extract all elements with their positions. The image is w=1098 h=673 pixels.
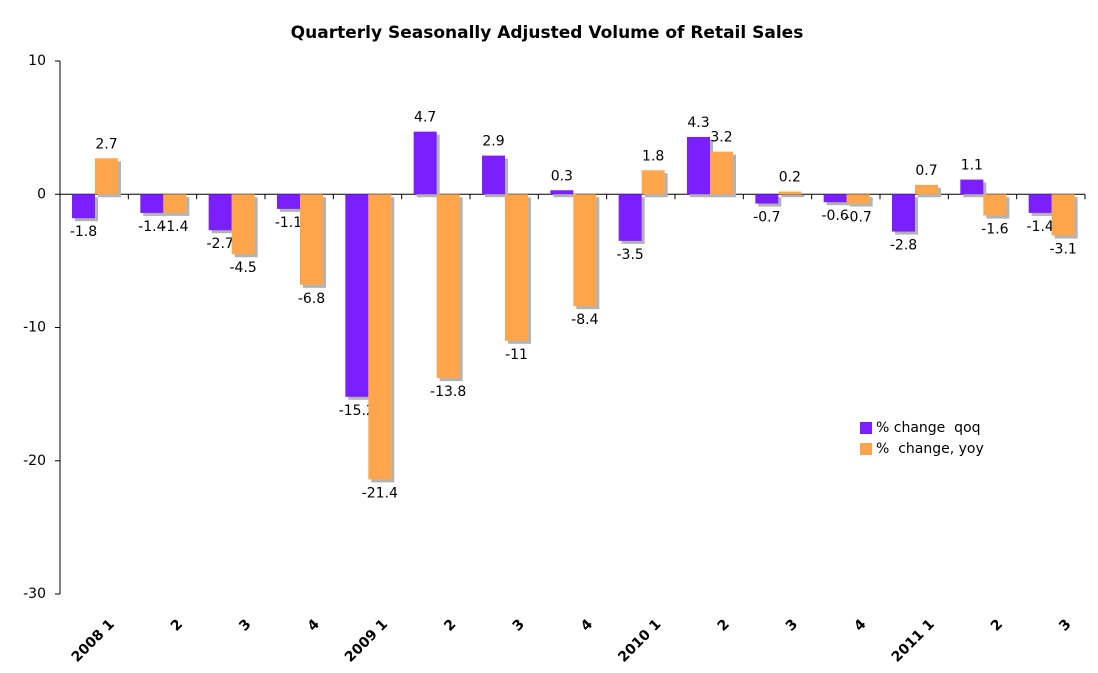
bar <box>687 136 710 195</box>
data-label: 0.7 <box>915 163 937 179</box>
bar <box>892 194 915 232</box>
data-label: 4.7 <box>414 110 436 126</box>
x-tick-label: 4 <box>851 616 869 634</box>
x-tick-label: 2009 1 <box>342 616 391 665</box>
bar <box>641 170 665 195</box>
legend-label: % change, yoy <box>876 441 984 457</box>
bar <box>208 194 232 231</box>
data-label: -15.2 <box>339 403 375 419</box>
data-label: -0.6 <box>822 208 849 224</box>
bar <box>95 158 118 195</box>
bar <box>505 194 528 341</box>
data-label: 1.1 <box>961 158 983 174</box>
bar <box>300 194 323 285</box>
data-label: -1.4 <box>1027 219 1054 235</box>
x-tick-label: 2011 1 <box>889 616 938 665</box>
bar <box>778 191 802 195</box>
data-label: -0.7 <box>753 210 780 226</box>
data-label: -3.5 <box>617 247 644 263</box>
bar <box>72 194 95 219</box>
x-tick-label: 3 <box>1056 616 1074 634</box>
y-tick-label: 10 <box>28 53 46 69</box>
data-label: -1.6 <box>981 222 1008 238</box>
legend-swatch <box>860 422 872 434</box>
x-tick-label: 3 <box>783 616 801 634</box>
bar <box>413 131 437 195</box>
bar <box>345 194 369 397</box>
data-label: 4.3 <box>687 115 709 131</box>
bar <box>140 194 164 213</box>
data-label: -21.4 <box>362 485 398 501</box>
bar-shadow <box>781 194 805 198</box>
data-label: -13.8 <box>430 384 466 400</box>
data-label: 2.9 <box>482 134 504 150</box>
x-tick-label: 2008 1 <box>69 616 118 665</box>
bar <box>277 194 300 209</box>
data-label: 1.8 <box>642 148 664 164</box>
y-tick-label: -30 <box>23 586 46 602</box>
x-tick-label: 2 <box>441 616 459 634</box>
data-label: 3.2 <box>710 130 732 146</box>
data-label: -2.7 <box>207 236 234 252</box>
bar <box>231 194 255 255</box>
x-tick-label: 2 <box>988 616 1006 634</box>
bar <box>482 155 505 195</box>
x-tick-label: 3 <box>236 616 254 634</box>
bar <box>823 194 847 203</box>
y-tick-label: -20 <box>23 453 46 469</box>
x-tick-label: 3 <box>510 616 528 634</box>
legend-label: % change qoq <box>876 420 981 436</box>
x-tick-label: 4 <box>578 616 596 634</box>
data-label: -4.5 <box>230 260 257 276</box>
bar <box>436 194 460 379</box>
x-tick-label: 4 <box>305 616 323 634</box>
x-tick-label: 2010 1 <box>615 616 664 665</box>
y-tick-label: 0 <box>37 186 46 202</box>
bar <box>960 179 984 195</box>
data-label: -3.1 <box>1050 242 1077 258</box>
bar <box>368 194 392 480</box>
bar <box>846 194 870 204</box>
x-tick-label: 2 <box>715 616 733 634</box>
data-label: -11 <box>505 347 528 363</box>
legend-swatch <box>860 443 872 455</box>
data-label: 0.2 <box>779 170 801 186</box>
bar <box>163 194 187 213</box>
data-label: -6.8 <box>298 291 325 307</box>
bar-shadow <box>553 193 577 198</box>
bar <box>915 184 938 195</box>
data-label: 0.3 <box>551 168 573 184</box>
y-tick-label: -10 <box>23 320 46 336</box>
bar <box>1028 194 1052 213</box>
data-label: -0.7 <box>845 210 872 226</box>
bar <box>755 194 779 204</box>
bar <box>1051 194 1075 236</box>
data-label: -2.8 <box>890 238 917 254</box>
data-label: -1.4 <box>138 219 165 235</box>
data-label: 2.7 <box>95 136 117 152</box>
bar <box>983 194 1007 216</box>
bar <box>550 190 574 195</box>
bar <box>618 194 642 241</box>
bar <box>710 151 733 195</box>
chart-title: Quarterly Seasonally Adjusted Volume of … <box>291 23 804 43</box>
data-label: -1.1 <box>275 215 302 231</box>
bar <box>573 194 597 307</box>
data-label: -8.4 <box>571 312 598 328</box>
data-label: -1.8 <box>70 224 97 240</box>
x-tick-label: 2 <box>168 616 186 634</box>
data-label: -1.4 <box>161 219 188 235</box>
